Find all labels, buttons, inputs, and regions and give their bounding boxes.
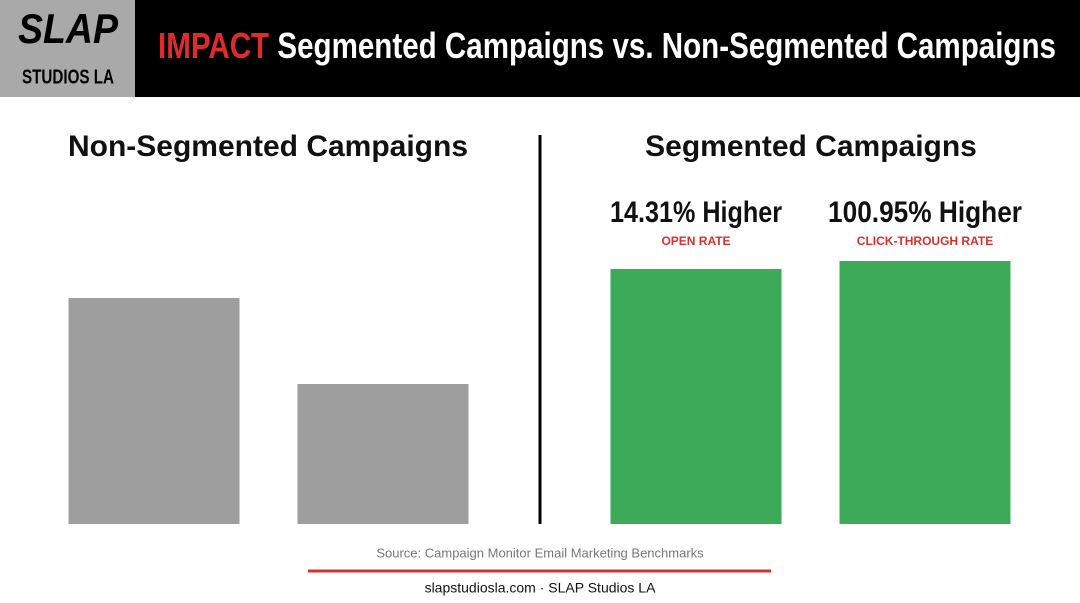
- footer: slapstudiosla.com · SLAP Studios LA: [425, 580, 657, 596]
- bar: [610, 269, 782, 524]
- logo-bottom: STUDIOS LA: [22, 66, 114, 88]
- source: Source: Campaign Monitor Email Marketing…: [376, 545, 704, 560]
- category-label: OPEN RATE: [661, 234, 730, 248]
- logo-box: [0, 0, 135, 97]
- panel-title: Segmented Campaigns: [645, 130, 977, 163]
- bar: [839, 261, 1011, 524]
- header-band: [0, 0, 1080, 97]
- category-label: CLICK-THROUGH RATE: [857, 234, 993, 248]
- annotation: 14.31% Higher: [610, 196, 782, 229]
- annotation: 100.95% Higher: [828, 196, 1022, 229]
- logo-top: SLAP: [18, 5, 119, 52]
- bar: [297, 384, 469, 524]
- title-text: Segmented Campaigns vs. Non-Segmented Ca…: [277, 25, 1056, 66]
- header-title: IMPACT Segmented Campaigns vs. Non-Segme…: [158, 25, 1056, 66]
- bar: [68, 298, 240, 524]
- title-highlight: IMPACT: [158, 25, 269, 66]
- panel-title: Non-Segmented Campaigns: [68, 130, 468, 163]
